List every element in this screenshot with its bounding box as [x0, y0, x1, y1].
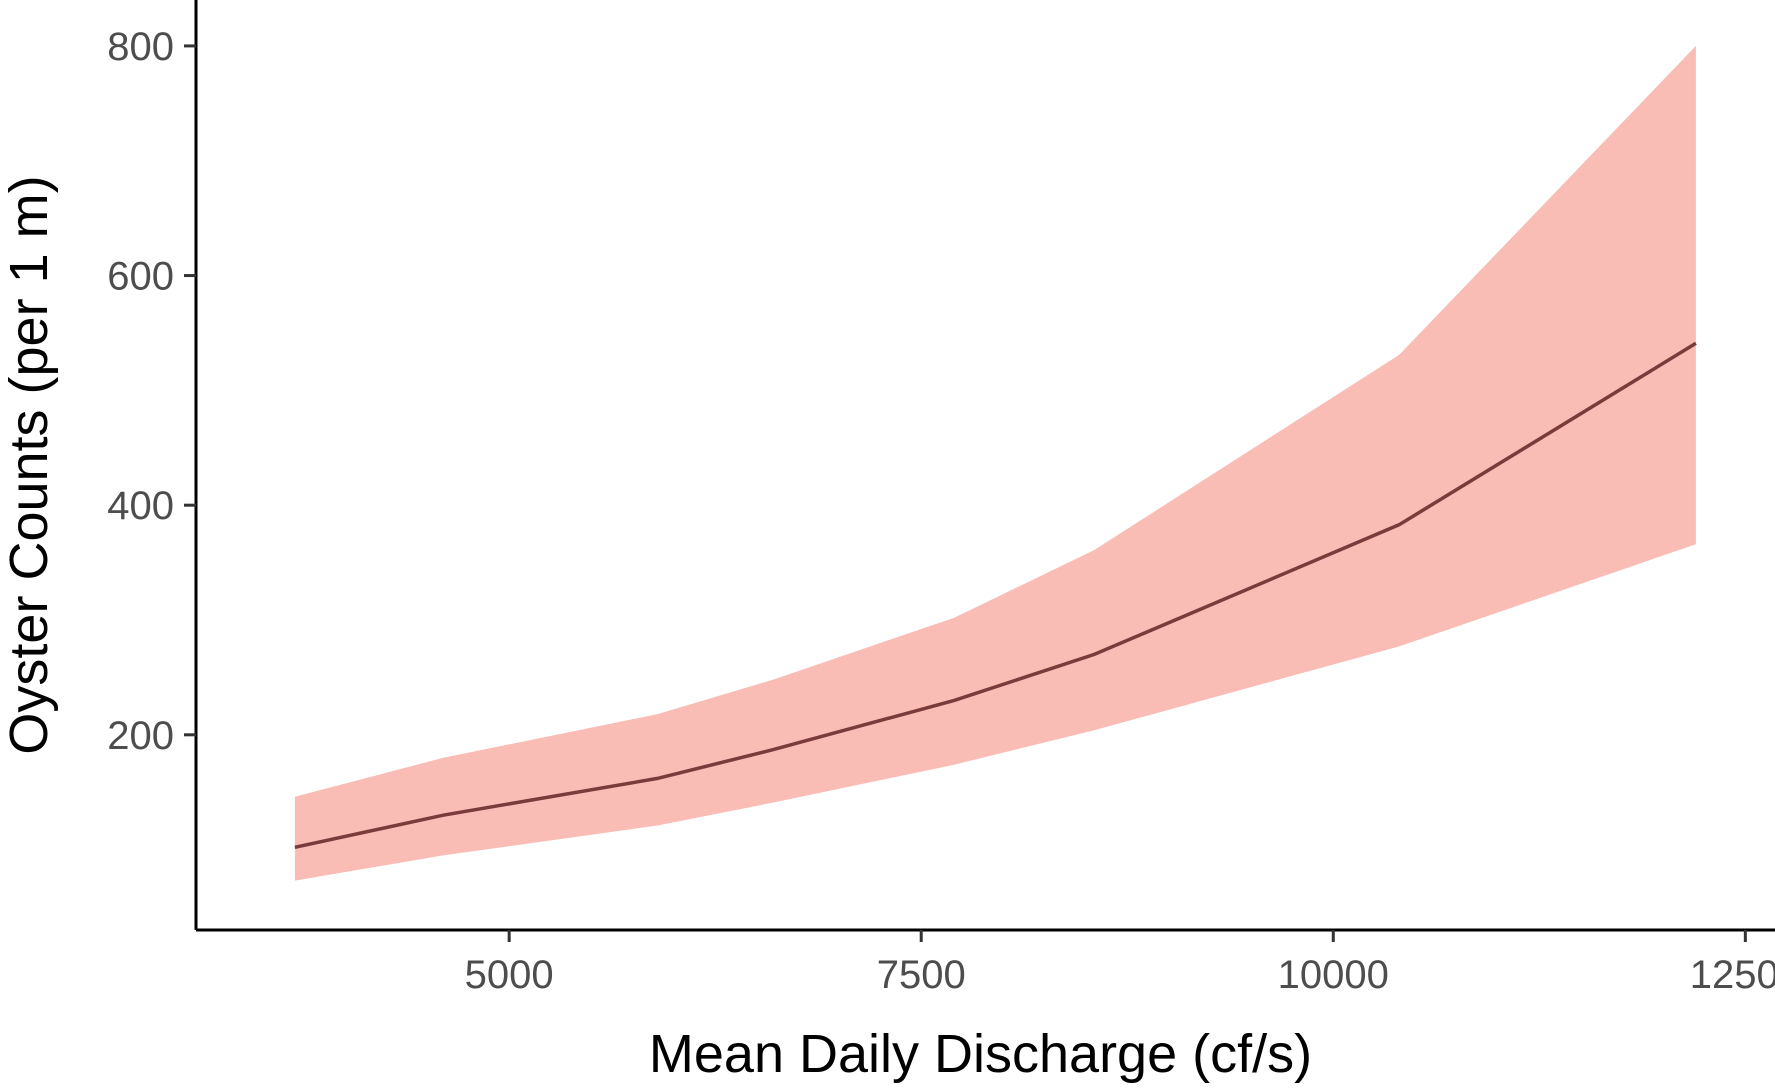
y-axis-ticks: 200 400 600 800 — [107, 25, 196, 758]
y-tick-label: 800 — [107, 25, 174, 69]
x-axis-ticks: 5000 7500 10000 12500 — [465, 930, 1775, 997]
x-tick-label: 7500 — [877, 953, 966, 997]
confidence-band — [294, 45, 1696, 881]
x-tick-label: 12500 — [1690, 953, 1775, 997]
x-tick-label: 10000 — [1278, 953, 1389, 997]
y-tick-label: 400 — [107, 484, 174, 528]
y-tick-label: 200 — [107, 714, 174, 758]
plot-area — [294, 45, 1697, 881]
axes — [194, 0, 1775, 932]
y-tick-label: 600 — [107, 255, 174, 299]
fitted-line — [294, 341, 1697, 850]
x-axis-title: Mean Daily Discharge (cf/s) — [649, 1024, 1312, 1084]
x-tick-label: 5000 — [465, 953, 554, 997]
y-axis-title: Oyster Counts (per 1 m) — [0, 175, 59, 754]
